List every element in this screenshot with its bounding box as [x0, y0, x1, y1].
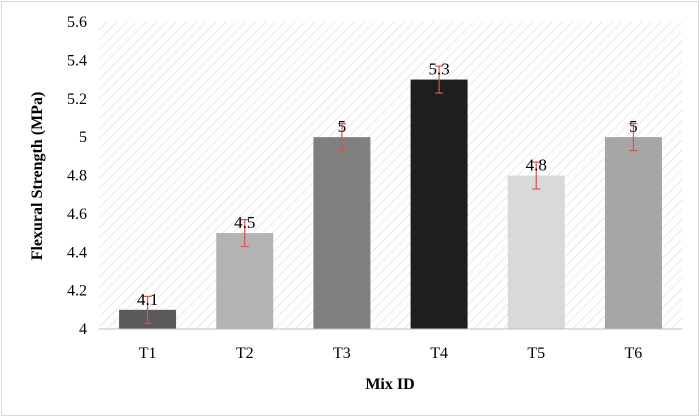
y-axis-title: Flexural Strength (MPa)	[29, 92, 46, 261]
x-tick-label: T4	[430, 345, 448, 362]
x-tick-label: T6	[625, 345, 643, 362]
data-label-t1: 4.1	[137, 290, 158, 309]
bar-t5	[507, 175, 565, 329]
bar-t3	[313, 137, 371, 329]
data-label-t6: 5	[629, 117, 638, 136]
data-label-t3: 5	[338, 117, 347, 136]
x-tick-labels: T1 T2 T3 T4 T5 T6	[139, 345, 643, 362]
y-tick-label: 5.2	[67, 91, 87, 108]
y-tick-label: 4.8	[67, 168, 87, 185]
error-bar-t6	[629, 123, 638, 152]
bar-t6	[604, 137, 662, 329]
y-tick-label: 5	[79, 129, 87, 146]
error-bar-t1	[143, 295, 152, 324]
data-labels: 4.1 4.5 5 5.3 4.8 5	[137, 60, 638, 309]
y-tick-labels: 4 4.2 4.4 4.6 4.8 5 5.2 5.4 5.6	[67, 14, 87, 338]
x-tick-label: T5	[527, 345, 545, 362]
plot-area	[99, 22, 682, 329]
data-label-t4: 5.3	[428, 60, 449, 79]
y-tick-label: 4.6	[67, 206, 87, 223]
bars	[119, 79, 662, 329]
y-tick-label: 4.2	[67, 283, 87, 300]
x-tick-label: T2	[236, 345, 254, 362]
error-bar-t5	[532, 161, 541, 190]
error-bar-t4	[435, 65, 444, 94]
x-tick-label: T1	[139, 345, 157, 362]
y-tick-label: 5.6	[67, 14, 87, 31]
data-label-t5: 4.8	[526, 156, 547, 175]
y-tick-label: 5.4	[67, 52, 87, 69]
bar-t2	[216, 233, 274, 329]
y-tick-label: 4.4	[67, 244, 87, 261]
data-label-t2: 4.5	[234, 213, 255, 232]
x-axis-title: Mix ID	[365, 376, 414, 393]
y-tick-label: 4	[79, 321, 87, 338]
error-bar-t2	[240, 219, 249, 248]
error-bars	[143, 65, 638, 324]
error-bar-t3	[337, 123, 346, 152]
bar-t4	[410, 79, 468, 329]
x-tick-label: T3	[333, 345, 351, 362]
